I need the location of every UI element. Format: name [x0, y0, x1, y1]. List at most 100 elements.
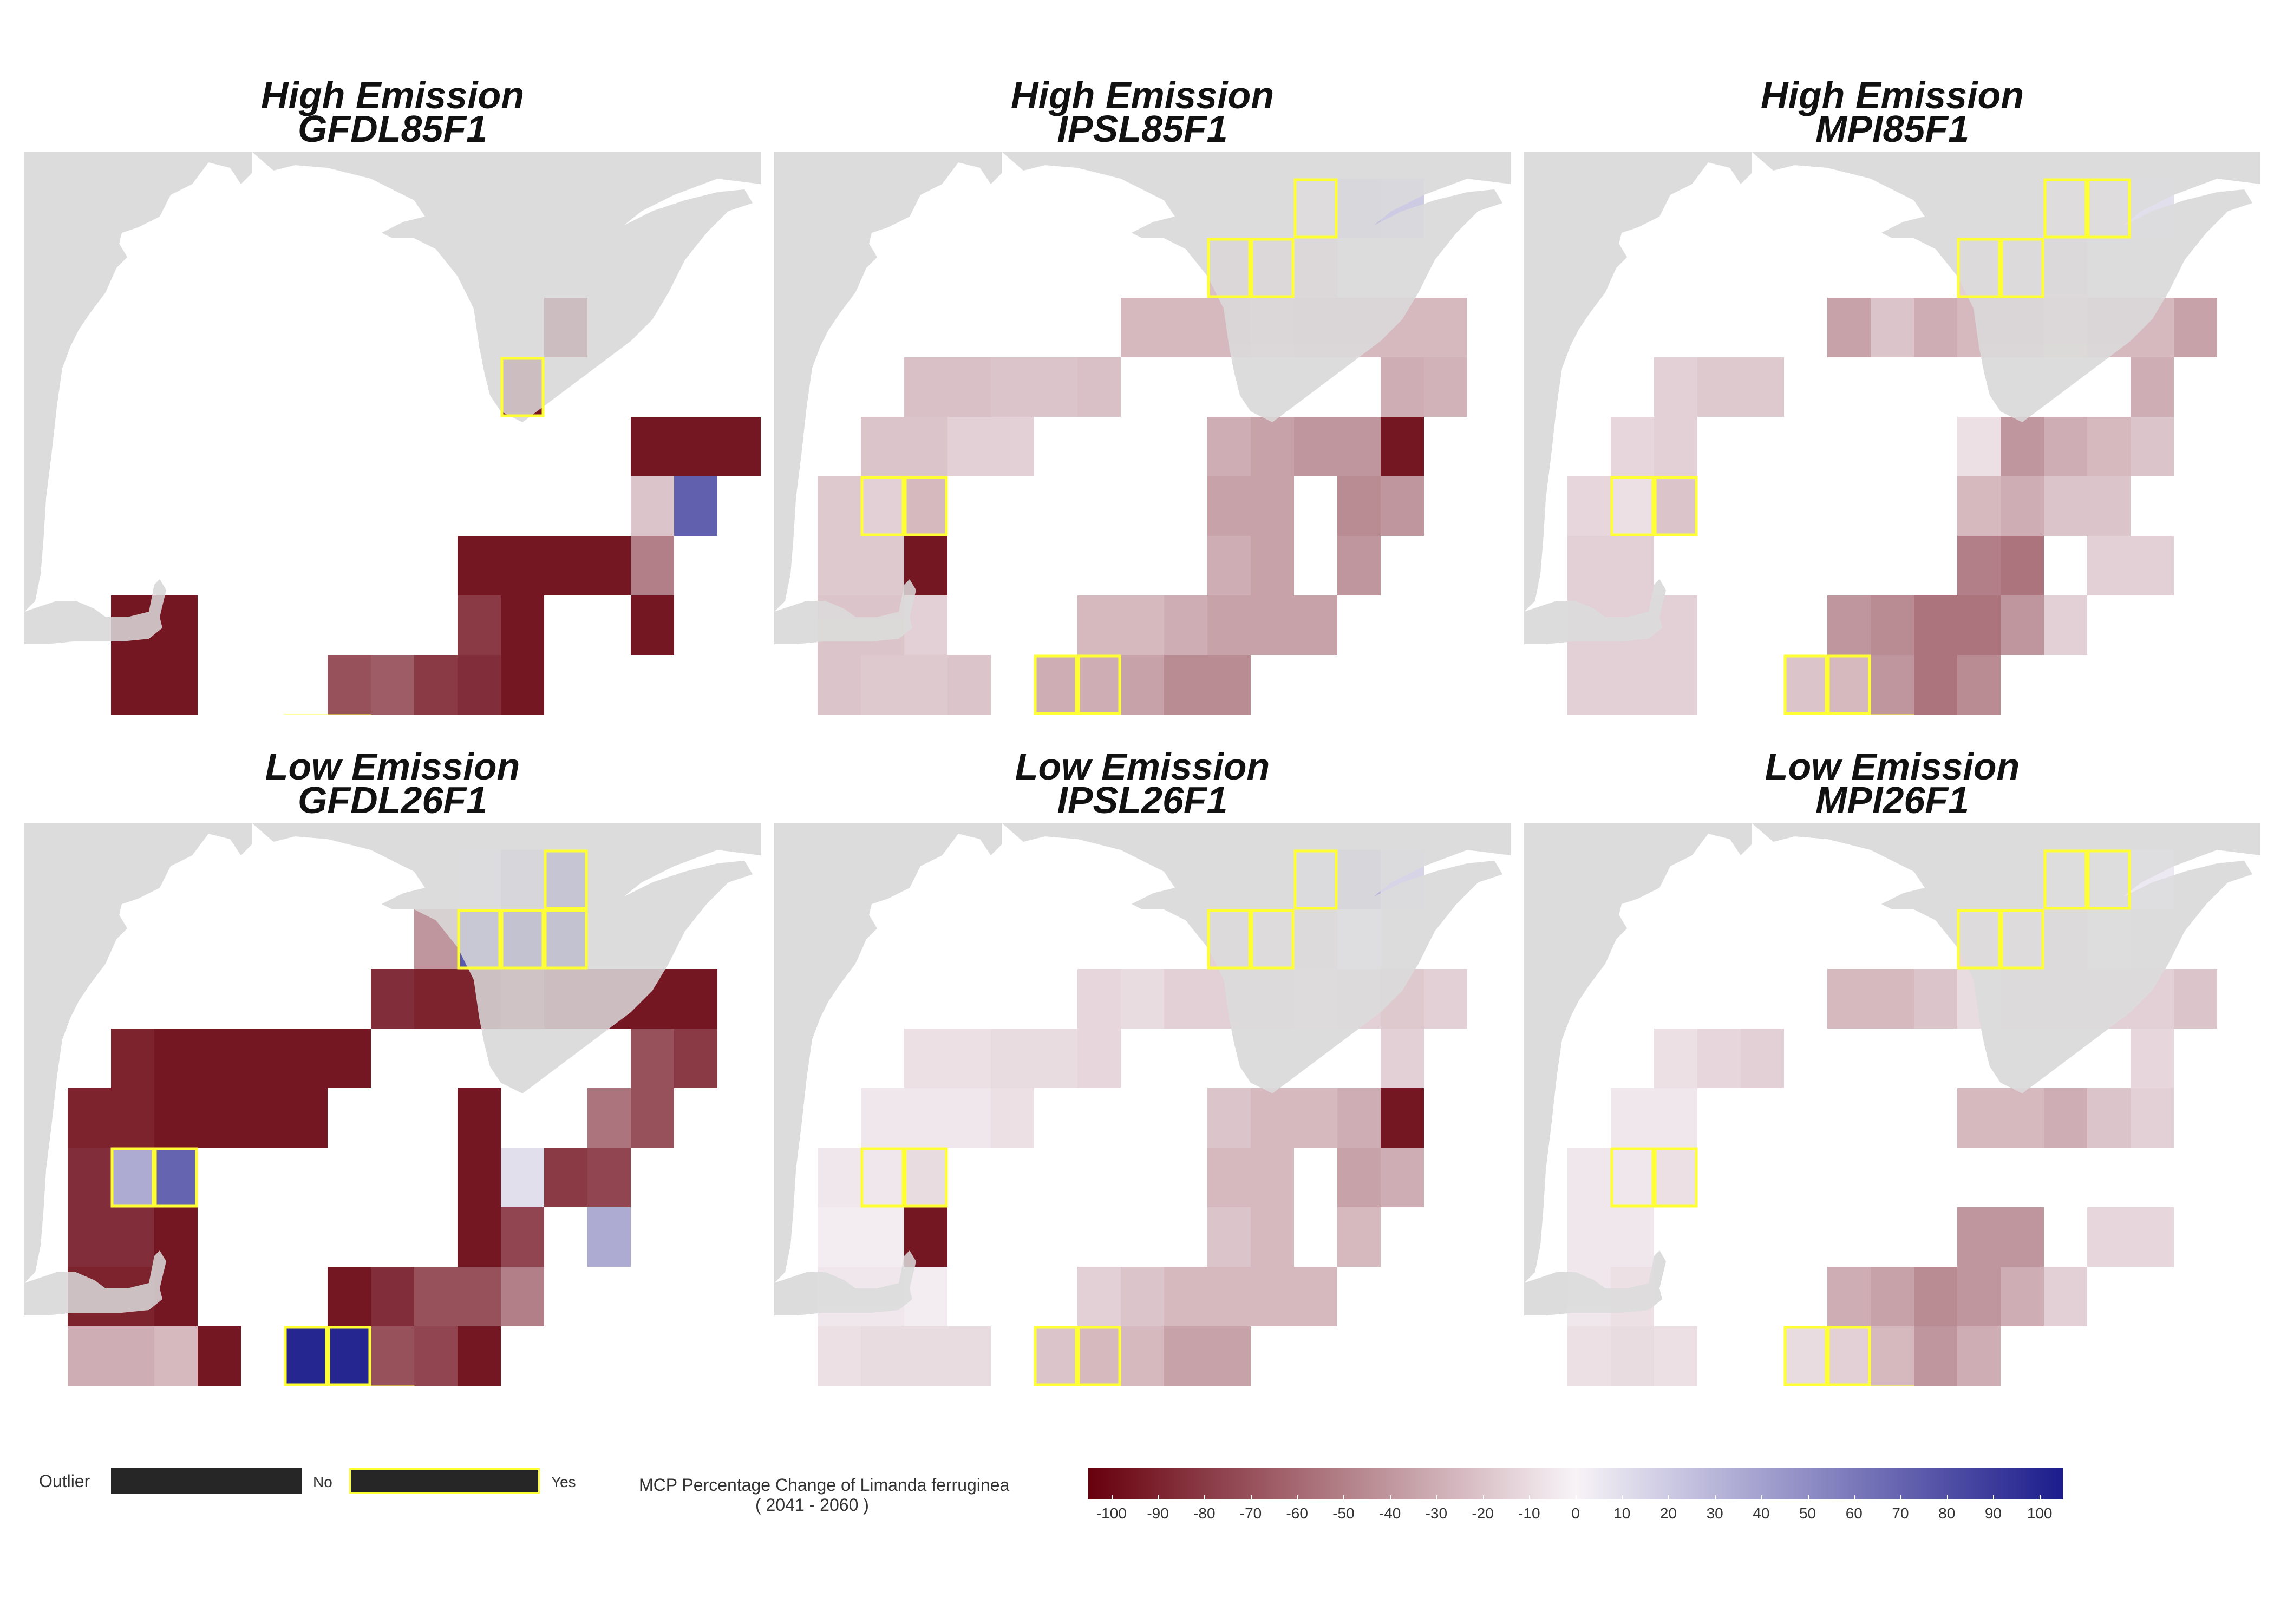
grid-cell	[1251, 536, 1294, 595]
grid-cell	[948, 655, 991, 715]
grid-cell	[2131, 1029, 2174, 1088]
outlier-cell-border	[154, 1147, 198, 1208]
grid-cell	[2131, 536, 2174, 595]
grid-cell	[904, 1088, 948, 1148]
grid-cell	[1567, 655, 1611, 715]
grid-cell	[1611, 1148, 1654, 1207]
grid-cell	[991, 417, 1034, 476]
grid-cell	[241, 1029, 284, 1088]
grid-cell	[904, 1148, 948, 1207]
grid-cell	[1611, 536, 1654, 595]
grid-cell	[1164, 969, 1207, 1029]
grid-cell	[904, 655, 948, 715]
grid-cell	[1251, 1267, 1294, 1326]
outlier-cell-border	[1610, 476, 1655, 536]
grid-cell	[1871, 298, 1914, 357]
grid-cell	[1121, 298, 1164, 357]
emission-label: Low Emission	[1765, 745, 2020, 788]
color-scale-tick-mark	[1854, 1495, 1855, 1501]
grid-cell	[1914, 969, 1957, 1029]
grid-cell	[2131, 357, 2174, 417]
grid-cell	[1957, 1267, 2001, 1326]
color-scale-tick-label: -10	[1518, 1505, 1540, 1522]
grid-cell	[2001, 476, 2044, 536]
grid-cell	[991, 357, 1034, 417]
grid-cell	[458, 536, 501, 595]
grid-cell	[1164, 298, 1207, 357]
grid-cell	[1207, 1267, 1251, 1326]
color-scale-tick-label: -20	[1472, 1505, 1494, 1522]
color-scale-tick-mark	[1715, 1495, 1716, 1501]
grid-cell	[904, 417, 948, 476]
grid-cell	[154, 1326, 198, 1386]
grid-cell	[111, 1326, 154, 1386]
map-svg	[24, 152, 761, 715]
color-scale-tick-mark	[1900, 1495, 1901, 1501]
grid-cell	[1654, 1148, 1697, 1207]
grid-cell	[111, 1148, 154, 1207]
grid-cell	[717, 417, 761, 476]
grid-cell	[414, 1326, 458, 1386]
grid-cell	[1611, 417, 1654, 476]
emission-label: High Emission	[260, 74, 525, 116]
grid-cell	[818, 1326, 861, 1386]
grid-cell	[1957, 1326, 2001, 1386]
grid-cell	[1381, 1148, 1424, 1207]
grid-cell	[68, 1088, 111, 1148]
outlier-no-label: No	[313, 1474, 332, 1490]
model-label: MPI26F1	[1815, 779, 1969, 821]
grid-cell	[1827, 298, 1871, 357]
grid-cell	[458, 1207, 501, 1267]
grid-cell	[904, 357, 948, 417]
outlier-cell-border	[457, 909, 501, 970]
grid-cell	[154, 655, 198, 715]
outlier-cell-border	[2043, 178, 2088, 239]
outlier-cell-border	[2000, 909, 2044, 970]
grid-cell	[1077, 969, 1121, 1029]
grid-cell	[1914, 298, 1957, 357]
grid-cell	[2087, 476, 2131, 536]
grid-cell	[2087, 536, 2131, 595]
panel-title: Low Emission IPSL26F1	[774, 748, 1511, 819]
grid-cell	[284, 1326, 328, 1386]
grid-cell	[371, 1267, 414, 1326]
outlier-cell-border	[1783, 1326, 1828, 1386]
map-area	[24, 152, 761, 715]
grid-cell	[1034, 357, 1077, 417]
grid-cell	[1034, 1326, 1077, 1386]
outlier-cell-border	[544, 849, 588, 910]
grid-cell	[1567, 476, 1611, 536]
grid-cell	[818, 1148, 861, 1207]
grid-cell	[1251, 1088, 1294, 1148]
grid-cell	[1207, 1207, 1251, 1267]
grid-cell	[2001, 1088, 2044, 1148]
grid-cell	[2044, 417, 2087, 476]
grid-cell	[674, 476, 717, 536]
outlier-cell-border	[1610, 1147, 1655, 1208]
grid-cell	[1567, 1148, 1611, 1207]
outlier-cell-border	[2043, 849, 2088, 910]
color-scale-tick-label: -40	[1378, 1505, 1401, 1522]
panel-title: Low Emission MPI26F1	[1524, 745, 2260, 821]
grid-cell	[1077, 357, 1121, 417]
grid-cell	[501, 536, 544, 595]
grid-cell	[1381, 476, 1424, 536]
color-scale-tick-mark	[1993, 1495, 1995, 1501]
grid-cell	[2001, 417, 2044, 476]
grid-cell	[948, 1088, 991, 1148]
emission-label: High Emission	[1010, 74, 1275, 116]
grid-cell	[458, 1148, 501, 1207]
grid-cell	[458, 595, 501, 655]
grid-cell	[458, 655, 501, 715]
grid-cell	[818, 1207, 861, 1267]
outlier-cell-border	[1207, 238, 1251, 298]
grid-cell	[861, 1148, 904, 1207]
color-scale-tick-label: 60	[1845, 1505, 1863, 1522]
grid-cell	[1611, 1326, 1654, 1386]
grid-cell	[2044, 1267, 2087, 1326]
grid-cell	[1567, 536, 1611, 595]
grid-cell	[371, 655, 414, 715]
grid-cell	[1164, 1267, 1207, 1326]
grid-cell	[1034, 655, 1077, 715]
color-scale-tick-mark	[1436, 1495, 1437, 1501]
